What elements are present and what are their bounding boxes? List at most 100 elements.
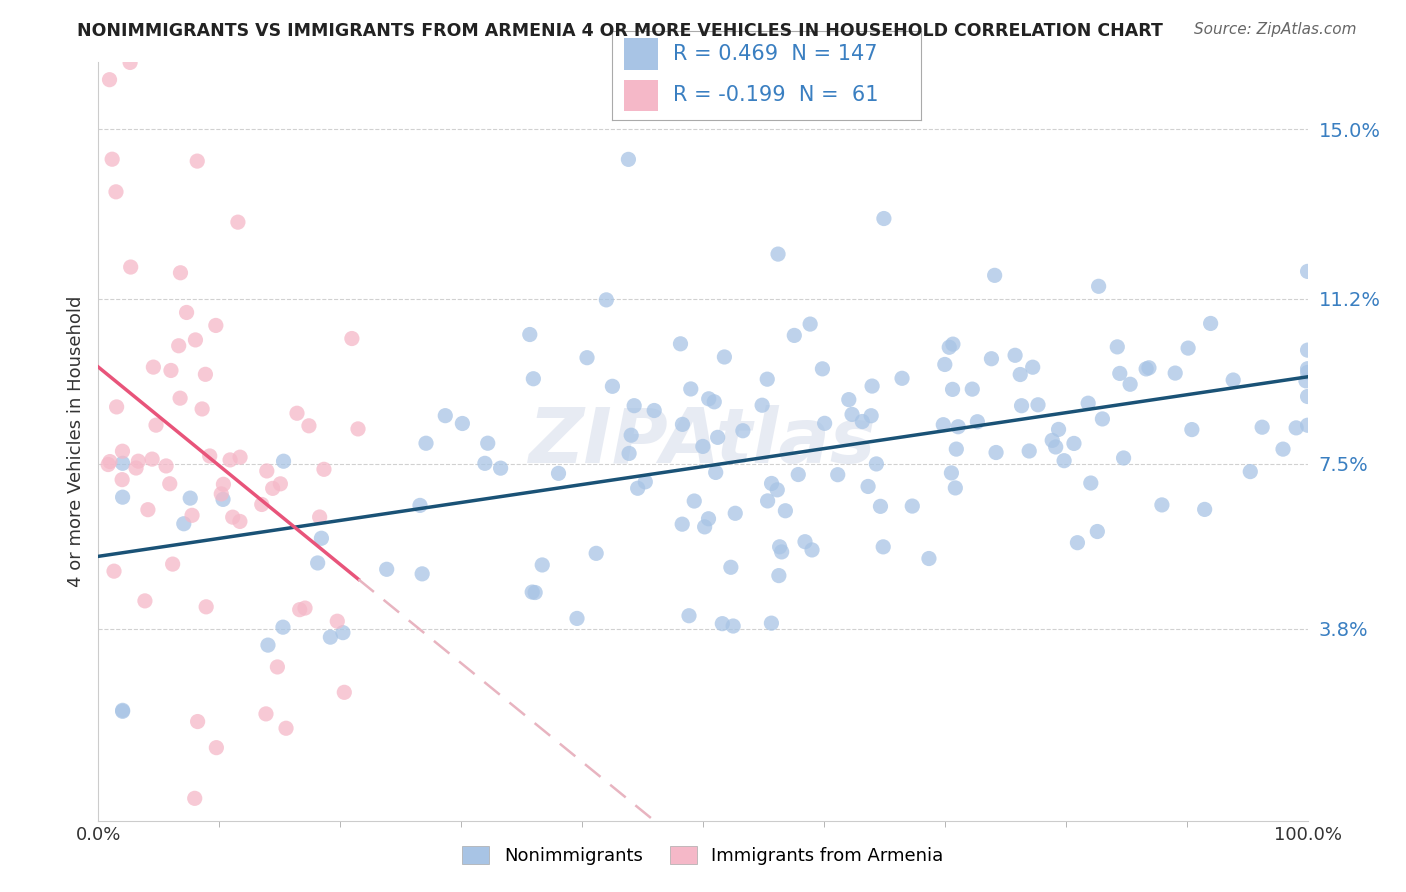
Point: [1137, 360, 1160, 375]
Point: [711, 616, 734, 631]
Point: [1199, 317, 1222, 331]
Point: [120, 55, 142, 70]
Point: [1181, 423, 1204, 437]
Point: [692, 439, 714, 453]
Point: [1112, 450, 1135, 465]
Point: [943, 481, 966, 495]
Point: [307, 556, 329, 570]
Point: [434, 409, 457, 423]
Legend: Nonimmigrants, Immigrants from Armenia: Nonimmigrants, Immigrants from Armenia: [456, 838, 950, 872]
Point: [801, 543, 824, 558]
Point: [273, 454, 295, 468]
Point: [489, 461, 512, 475]
Point: [1296, 389, 1319, 403]
Point: [1066, 535, 1088, 549]
Point: [617, 153, 640, 167]
Point: [104, 185, 127, 199]
Point: [775, 504, 797, 518]
FancyBboxPatch shape: [624, 38, 658, 70]
Point: [294, 601, 316, 615]
Point: [98, 454, 121, 468]
Point: [585, 546, 607, 560]
Point: [266, 660, 288, 674]
Point: [326, 614, 349, 628]
Point: [222, 510, 245, 524]
Point: [181, 508, 204, 523]
Point: [1087, 279, 1109, 293]
Point: [769, 540, 792, 554]
Point: [756, 372, 779, 386]
Point: [1194, 502, 1216, 516]
Point: [761, 476, 783, 491]
Point: [932, 417, 955, 432]
Point: [186, 154, 208, 169]
Point: [269, 476, 291, 491]
Point: [891, 371, 914, 385]
Point: [347, 422, 370, 436]
Point: [229, 515, 252, 529]
Point: [141, 452, 163, 467]
Point: [169, 266, 191, 280]
Point: [766, 483, 789, 497]
Point: [1026, 398, 1049, 412]
Point: [319, 630, 342, 644]
Point: [111, 703, 134, 717]
Point: [477, 436, 499, 450]
Point: [183, 791, 205, 805]
Point: [103, 564, 125, 578]
Point: [101, 152, 124, 166]
Point: [602, 379, 624, 393]
Point: [142, 360, 165, 375]
Point: [620, 428, 643, 442]
Point: [176, 305, 198, 319]
Point: [155, 458, 177, 473]
Point: [120, 260, 142, 274]
Point: [375, 562, 398, 576]
Point: [1164, 366, 1187, 380]
Point: [312, 462, 335, 476]
Point: [1296, 264, 1319, 278]
Point: [1285, 421, 1308, 435]
Point: [254, 706, 277, 721]
Point: [262, 481, 284, 495]
Point: [250, 498, 273, 512]
Point: [111, 473, 134, 487]
Point: [219, 453, 242, 467]
Point: [1295, 374, 1317, 388]
Point: [184, 333, 207, 347]
Point: [1063, 436, 1085, 450]
Point: [766, 247, 789, 261]
Point: [1119, 377, 1142, 392]
Point: [783, 328, 806, 343]
Point: [918, 551, 941, 566]
Point: [980, 351, 1002, 366]
Point: [160, 363, 183, 377]
Point: [274, 721, 297, 735]
Point: [634, 475, 657, 489]
Point: [1004, 348, 1026, 362]
Point: [333, 685, 356, 699]
Point: [1010, 368, 1032, 382]
Point: [860, 409, 883, 423]
Point: [768, 568, 790, 582]
Point: [984, 445, 1007, 459]
Point: [1135, 362, 1157, 376]
Point: [1045, 440, 1067, 454]
Point: [860, 379, 883, 393]
Point: [706, 430, 728, 444]
Point: [627, 481, 650, 495]
Point: [1085, 524, 1108, 539]
Point: [191, 401, 214, 416]
Text: Source: ZipAtlas.com: Source: ZipAtlas.com: [1194, 22, 1357, 37]
Point: [195, 599, 218, 614]
Point: [770, 545, 793, 559]
Point: [671, 417, 693, 432]
FancyBboxPatch shape: [624, 80, 658, 112]
Point: [869, 500, 891, 514]
Point: [179, 491, 201, 505]
Point: [145, 418, 167, 433]
Point: [1091, 412, 1114, 426]
Point: [1150, 498, 1173, 512]
Point: [865, 457, 887, 471]
Point: [285, 406, 308, 420]
